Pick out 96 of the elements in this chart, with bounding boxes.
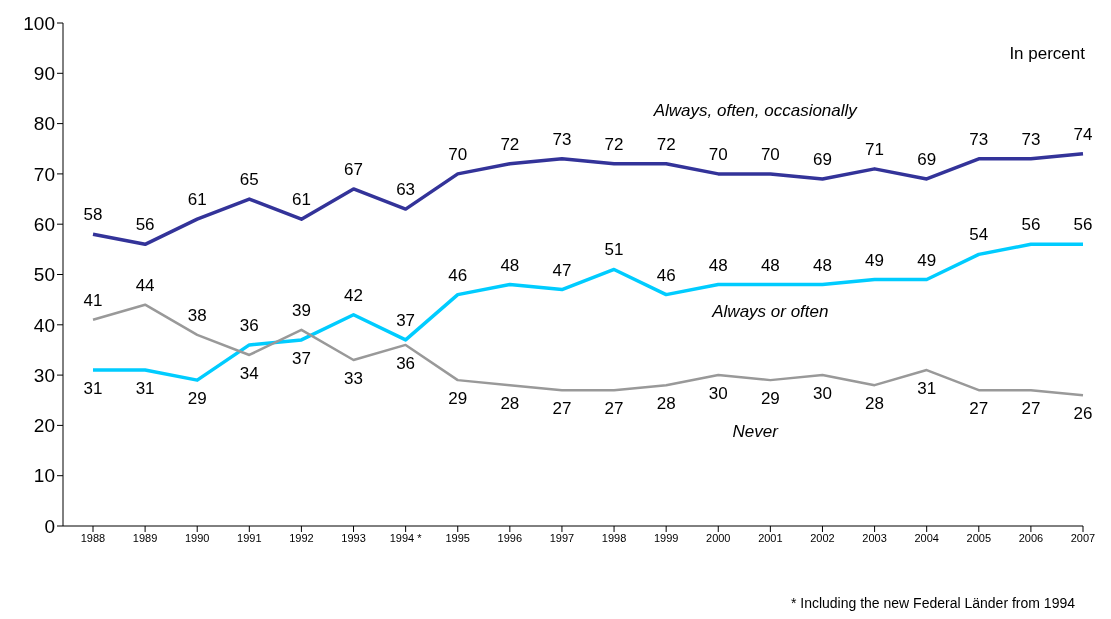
text: * Including the new Federal Länder from 1994 xyxy=(790,595,1075,611)
x-tick-label: 1993 xyxy=(341,531,366,544)
data-label: 56 xyxy=(135,215,155,235)
data-label: 28 xyxy=(656,394,676,414)
data-label: 31 xyxy=(917,379,937,399)
data-label: 49 xyxy=(865,250,885,270)
y-tick-label: 80 xyxy=(33,113,55,135)
y-tick-label: 40 xyxy=(33,314,55,336)
x-tick-label: 1989 xyxy=(132,531,158,544)
x-tick-label: 1999 xyxy=(653,531,679,544)
x-tick-label: 2000 xyxy=(706,531,731,544)
x-tick-label: 2003 xyxy=(862,531,887,544)
annotation: In percent xyxy=(1009,44,1085,64)
data-label: 73 xyxy=(1021,129,1041,149)
data-label: 26 xyxy=(1073,404,1093,424)
x-tick-label: 1996 xyxy=(497,531,523,544)
data-label: 72 xyxy=(500,134,520,154)
data-label: 72 xyxy=(604,134,624,154)
x-tick-label: 1997 xyxy=(549,531,575,544)
data-label: 30 xyxy=(708,384,728,404)
x-tick-label: 1990 xyxy=(184,531,210,544)
data-label: 73 xyxy=(552,129,572,149)
data-label: 28 xyxy=(865,394,885,414)
data-label: 31 xyxy=(83,379,103,399)
x-tick-label: 2001 xyxy=(758,531,783,544)
x-tick-label: 1991 xyxy=(237,531,262,544)
x-tick-label: 1995 xyxy=(445,531,470,544)
y-tick-label: 20 xyxy=(33,415,55,437)
data-label: 70 xyxy=(448,144,468,164)
data-label: 70 xyxy=(760,144,780,164)
data-label: 72 xyxy=(656,134,676,154)
data-label: 51 xyxy=(604,240,624,260)
text: Never xyxy=(732,422,780,442)
data-label: 27 xyxy=(969,399,989,419)
data-label: 46 xyxy=(656,265,676,285)
data-label: 61 xyxy=(187,190,207,210)
data-label: 73 xyxy=(969,129,989,149)
data-label: 56 xyxy=(1073,215,1093,235)
data-label: 74 xyxy=(1073,124,1093,144)
y-tick-label: 10 xyxy=(33,465,55,487)
y-tick-label: 30 xyxy=(33,364,55,386)
data-label: 58 xyxy=(83,205,103,225)
data-label: 31 xyxy=(135,379,155,399)
data-label: 48 xyxy=(708,255,728,275)
data-label: 44 xyxy=(135,275,155,295)
data-label: 41 xyxy=(83,290,103,310)
data-label: 29 xyxy=(448,389,468,409)
data-label: 61 xyxy=(291,190,311,210)
y-tick-label: 100 xyxy=(23,12,55,34)
data-label: 63 xyxy=(396,180,416,200)
x-tick-label: 2005 xyxy=(966,531,992,544)
data-label: 48 xyxy=(500,255,520,275)
data-label: 38 xyxy=(187,305,207,325)
data-label: 27 xyxy=(1021,399,1041,419)
data-label: 69 xyxy=(917,149,937,169)
data-label: 37 xyxy=(396,310,416,330)
y-tick-label: 50 xyxy=(33,264,55,286)
data-label: 69 xyxy=(813,149,832,169)
data-label: 27 xyxy=(604,399,624,419)
data-label: 48 xyxy=(813,255,832,275)
data-label: 27 xyxy=(552,399,572,419)
data-label: 42 xyxy=(344,285,363,305)
x-tick-label: 2002 xyxy=(810,531,835,544)
y-tick-label: 90 xyxy=(33,63,55,85)
data-label: 71 xyxy=(865,139,885,159)
data-label: 37 xyxy=(291,348,311,368)
y-tick-label: 60 xyxy=(33,213,55,235)
y-tick-label: 0 xyxy=(44,515,55,537)
text: Always, often, occasionally xyxy=(652,100,859,120)
data-label: 29 xyxy=(760,389,780,409)
data-label: 36 xyxy=(239,315,259,335)
data-label: 49 xyxy=(917,250,937,270)
data-label: 70 xyxy=(708,144,728,164)
data-label: 48 xyxy=(760,255,780,275)
x-tick-label: 2006 xyxy=(1018,531,1044,544)
data-label: 36 xyxy=(396,353,416,373)
data-label: 67 xyxy=(344,159,363,179)
data-label: 39 xyxy=(291,300,311,320)
x-tick-label: 2004 xyxy=(914,531,939,544)
data-label: 34 xyxy=(239,363,259,383)
data-label: 47 xyxy=(552,260,572,280)
x-tick-label: 1998 xyxy=(601,531,627,544)
series-label: Always or often xyxy=(711,301,829,321)
x-tick-label: 1994 * xyxy=(389,531,423,544)
x-tick-label: 1988 xyxy=(80,531,106,544)
data-label: 29 xyxy=(187,389,207,409)
data-label: 33 xyxy=(344,369,363,389)
data-label: 56 xyxy=(1021,215,1041,235)
x-tick-label: 1992 xyxy=(289,531,314,544)
data-label: 54 xyxy=(969,225,989,245)
data-label: 30 xyxy=(813,384,832,404)
data-label: 65 xyxy=(239,170,259,190)
data-label: 28 xyxy=(500,394,520,414)
data-label: 46 xyxy=(448,265,468,285)
y-tick-label: 70 xyxy=(33,163,55,185)
x-tick-label: 2007 xyxy=(1070,531,1096,544)
